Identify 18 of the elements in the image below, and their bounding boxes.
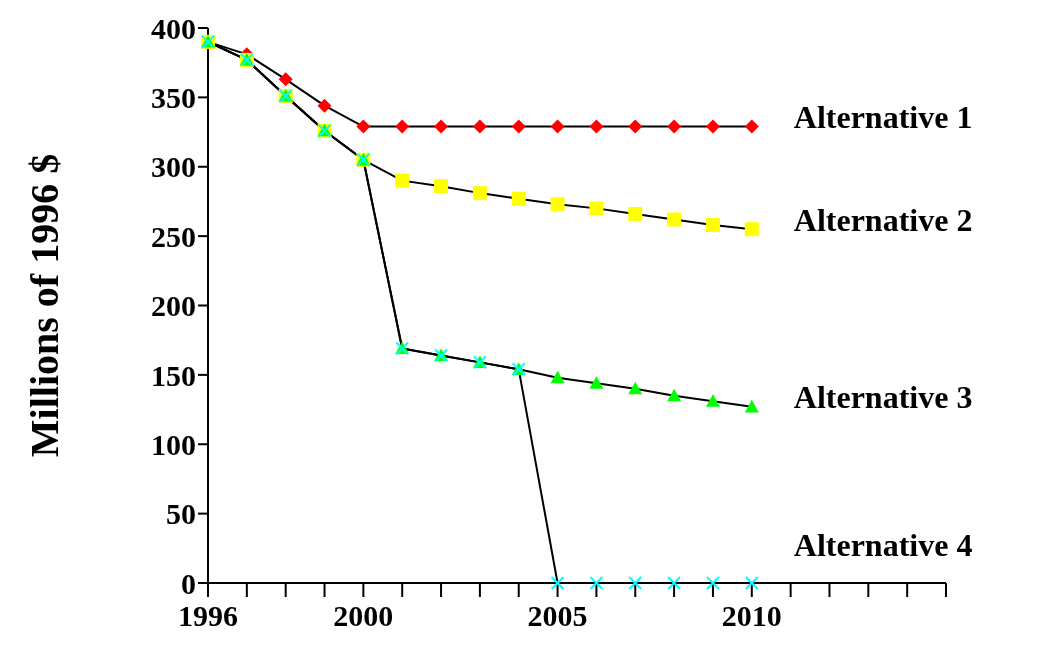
y-tick-label: 0 — [181, 566, 196, 600]
x-tick-label: 2005 — [527, 599, 588, 633]
y-tick-label: 350 — [151, 81, 196, 115]
series-label: Alternative 1 — [793, 98, 973, 135]
y-tick-label: 100 — [151, 427, 196, 461]
y-axis-title: Millions of 1996 $ — [22, 153, 68, 458]
y-tick-label: 250 — [151, 219, 196, 253]
y-tick-label: 400 — [151, 11, 196, 45]
y-tick-label: 200 — [151, 289, 196, 323]
series-label: Alternative 3 — [793, 379, 973, 416]
series-label: Alternative 4 — [793, 527, 973, 564]
x-tick-label: 2000 — [333, 599, 394, 633]
y-tick-label: 150 — [151, 358, 196, 392]
x-tick-label: 1996 — [178, 599, 238, 633]
x-tick-label: 2010 — [721, 599, 782, 633]
series-label: Alternative 2 — [793, 201, 973, 238]
y-tick-label: 300 — [151, 150, 196, 184]
y-tick-label: 50 — [166, 497, 196, 531]
